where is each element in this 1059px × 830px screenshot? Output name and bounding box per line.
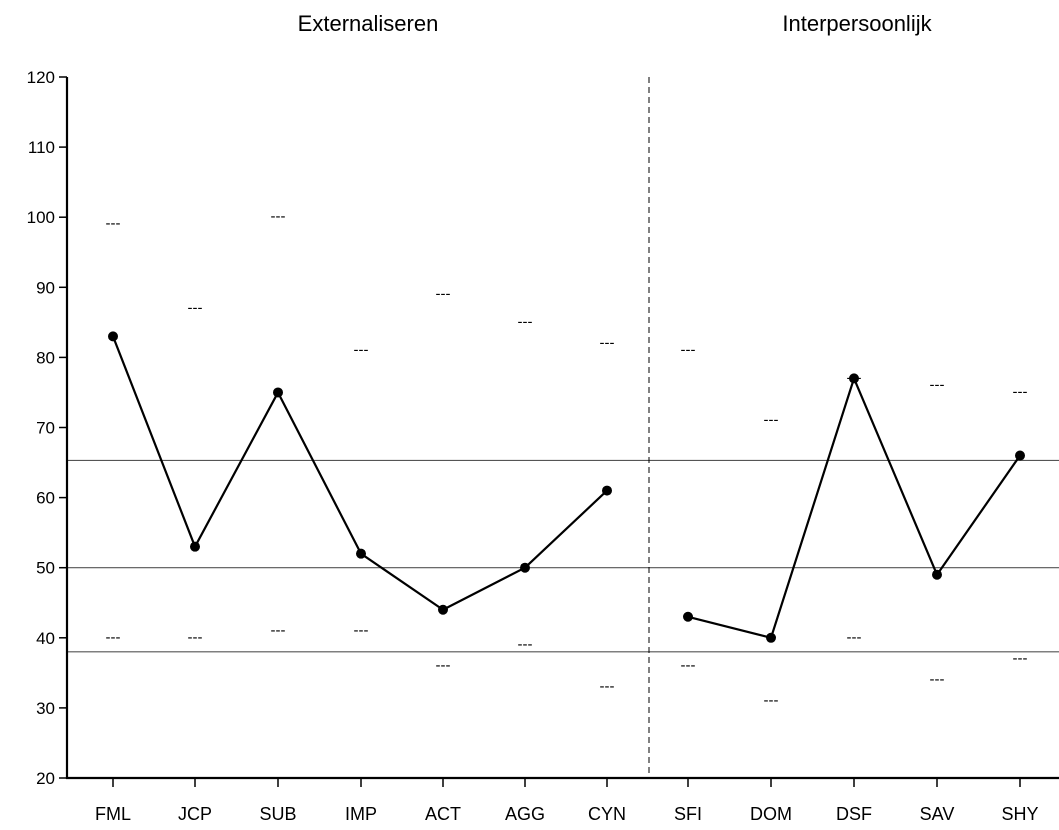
range-marks: --- --- --- --- --- --- --- --- --- --- --- --- --- -…	[106, 208, 1028, 709]
lower-mark-fml: ---	[106, 629, 121, 646]
group-title-2: Interpersoonlijk	[782, 11, 932, 36]
x-tick-label-shy: SHY	[1001, 804, 1038, 824]
x-tick-label-dom: DOM	[750, 804, 792, 824]
y-tick-label-50: 50	[36, 559, 55, 578]
data-point-cyn	[602, 485, 612, 496]
y-tick-label-70: 70	[36, 419, 55, 438]
data-point-jcp	[190, 541, 200, 552]
lower-mark-jcp: ---	[188, 629, 203, 646]
series-line-group-2	[687, 377, 1021, 639]
lower-mark-agg: ---	[518, 636, 533, 653]
upper-mark-sub: ---	[271, 208, 286, 225]
lower-mark-imp: ---	[354, 622, 369, 639]
y-tick-label-80: 80	[36, 348, 55, 367]
x-tick-label-jcp: JCP	[178, 804, 212, 824]
lower-mark-dom: ---	[764, 692, 779, 709]
data-point-dom	[766, 632, 776, 643]
lower-mark-dsf: ---	[847, 629, 862, 646]
lower-mark-sav: ---	[930, 671, 945, 688]
data-point-dsf	[849, 373, 859, 384]
x-tick-label-sfi: SFI	[674, 804, 702, 824]
axes: 20 30 40 50 60 70 80 90 100 110 120 FML JCP SUB IMP ACT…	[27, 68, 1059, 824]
x-tick-label-sub: SUB	[259, 804, 296, 824]
y-tick-label-40: 40	[36, 629, 55, 648]
upper-mark-jcp: ---	[188, 299, 203, 316]
data-series	[108, 331, 1025, 643]
x-tick-label-dsf: DSF	[836, 804, 872, 824]
y-tick-label-110: 110	[28, 138, 55, 157]
lower-mark-act: ---	[436, 657, 451, 674]
y-tick-label-20: 20	[36, 769, 55, 788]
upper-mark-cyn: ---	[600, 334, 615, 351]
lower-mark-shy: ---	[1013, 650, 1028, 667]
data-point-sub	[273, 387, 283, 398]
data-point-agg	[520, 562, 530, 573]
lower-mark-cyn: ---	[600, 678, 615, 695]
y-tick-label-90: 90	[36, 278, 55, 297]
upper-mark-act: ---	[436, 285, 451, 302]
y-tick-label-100: 100	[27, 208, 55, 227]
x-tick-label-agg: AGG	[505, 804, 545, 824]
group-title-1: Externaliseren	[298, 11, 439, 36]
y-tick-label-120: 120	[27, 68, 55, 87]
x-tick-label-cyn: CYN	[588, 804, 626, 824]
data-point-sfi	[683, 611, 693, 622]
upper-mark-shy: ---	[1013, 383, 1028, 400]
lower-mark-sub: ---	[271, 622, 286, 639]
y-tick-label-60: 60	[36, 489, 55, 508]
upper-mark-agg: ---	[518, 313, 533, 330]
upper-mark-sfi: ---	[681, 341, 696, 358]
x-tick-label-fml: FML	[95, 804, 131, 824]
series-line-group-1	[111, 335, 608, 611]
upper-mark-sav: ---	[930, 376, 945, 393]
x-tick-label-imp: IMP	[345, 804, 377, 824]
upper-mark-dom: ---	[764, 411, 779, 428]
data-point-act	[438, 604, 448, 615]
x-tick-label-act: ACT	[425, 804, 461, 824]
data-point-sav	[932, 569, 942, 580]
x-tick-label-sav: SAV	[920, 804, 955, 824]
data-point-imp	[356, 548, 366, 559]
lower-mark-sfi: ---	[681, 657, 696, 674]
group-titles: Externaliseren Interpersoonlijk	[298, 11, 933, 36]
upper-mark-imp: ---	[354, 341, 369, 358]
data-point-shy	[1015, 450, 1025, 461]
upper-mark-fml: ---	[106, 215, 121, 232]
reference-lines	[67, 77, 1059, 778]
data-point-fml	[108, 331, 118, 342]
y-tick-label-30: 30	[36, 699, 55, 718]
